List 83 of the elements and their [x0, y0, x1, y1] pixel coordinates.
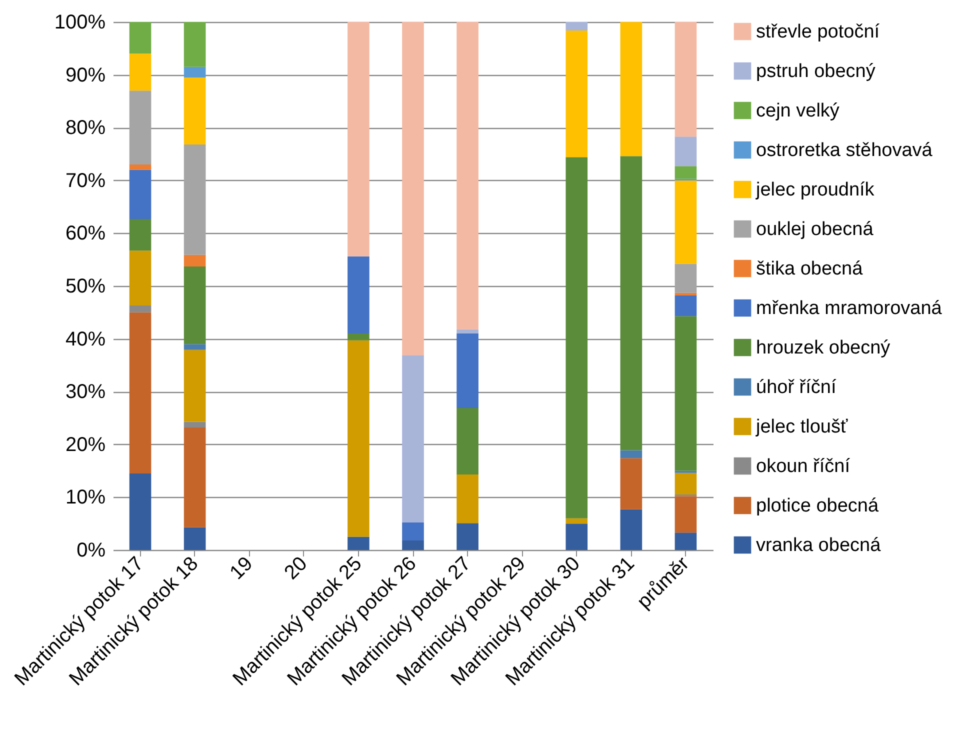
legend-label: cejn velký — [756, 100, 840, 122]
y-tick-label: 0% — [76, 540, 106, 562]
bar — [129, 312, 152, 474]
bar — [674, 532, 697, 550]
bar — [184, 144, 206, 255]
bar — [402, 22, 424, 356]
y-tick-label: 50% — [65, 276, 106, 298]
bar — [620, 156, 642, 450]
bar — [620, 509, 642, 550]
legend-label: plotice obecná — [756, 496, 879, 516]
bar — [674, 180, 697, 264]
bar — [184, 66, 206, 78]
bar — [674, 496, 697, 533]
legend-label: jelec proudník — [755, 180, 875, 200]
bar — [674, 166, 697, 179]
bar — [184, 428, 206, 528]
bar — [184, 350, 206, 422]
bar — [184, 254, 206, 266]
bar — [566, 30, 588, 158]
legend-label: ostroretka stěhovavá — [756, 140, 933, 161]
bar — [348, 22, 370, 256]
bar — [348, 340, 370, 537]
bar — [620, 450, 642, 458]
bar — [129, 164, 152, 170]
bar — [566, 524, 588, 550]
y-tick-label: 70% — [65, 170, 106, 192]
bar — [129, 218, 152, 251]
y-tick-label: 10% — [65, 486, 106, 509]
bar — [456, 22, 478, 330]
y-tick-label: 30% — [65, 381, 106, 404]
legend-label: střevle potoční — [756, 22, 880, 42]
legend-label: vranka obecná — [756, 535, 882, 556]
bar — [129, 54, 152, 91]
bar — [129, 22, 152, 54]
bar — [456, 474, 478, 524]
legend-label: okoun říční — [756, 456, 851, 477]
bar — [402, 522, 424, 540]
bar — [456, 408, 478, 474]
bar — [184, 422, 206, 428]
bar — [129, 473, 152, 550]
legend-label: úhoř říční — [756, 377, 837, 398]
bar — [620, 458, 642, 510]
bar — [456, 523, 478, 550]
y-tick-label: 80% — [65, 117, 106, 140]
x-tick-label: 19 — [226, 552, 258, 584]
legend-label: mřenka mramorovaná — [756, 298, 942, 319]
y-tick-label: 40% — [65, 328, 106, 350]
bar — [129, 306, 152, 312]
bar — [129, 170, 152, 219]
bar — [566, 157, 588, 518]
bar — [674, 316, 697, 471]
bar — [456, 329, 478, 334]
legend-label: jelec tloušť — [755, 416, 848, 438]
bar — [620, 22, 642, 156]
bar — [348, 536, 370, 550]
bar — [674, 264, 697, 293]
legend-label: hrouzek obecný — [756, 338, 891, 358]
bar — [674, 22, 697, 137]
y-tick-label: 90% — [65, 64, 106, 86]
legend-label: pstruh obecný — [756, 61, 876, 82]
bar — [184, 266, 206, 344]
bar — [184, 77, 206, 144]
legend-label: ouklej obecná — [756, 219, 874, 240]
bar — [348, 256, 370, 334]
y-tick-label: 20% — [65, 434, 106, 456]
bar — [184, 22, 206, 67]
y-tick-label: 100% — [54, 12, 106, 34]
bar — [674, 472, 697, 495]
bar — [674, 292, 697, 296]
bar — [402, 355, 424, 523]
bar — [566, 518, 588, 524]
bar — [129, 90, 152, 165]
bar — [674, 296, 697, 316]
bar — [129, 250, 152, 306]
bar — [456, 334, 478, 408]
bar — [184, 344, 206, 350]
bar — [566, 22, 588, 30]
legend-label: štika obecná — [756, 258, 864, 280]
bar — [348, 334, 370, 340]
bar — [402, 540, 424, 550]
bar — [674, 136, 697, 166]
bar — [184, 527, 206, 550]
y-tick-label: 60% — [65, 222, 106, 245]
